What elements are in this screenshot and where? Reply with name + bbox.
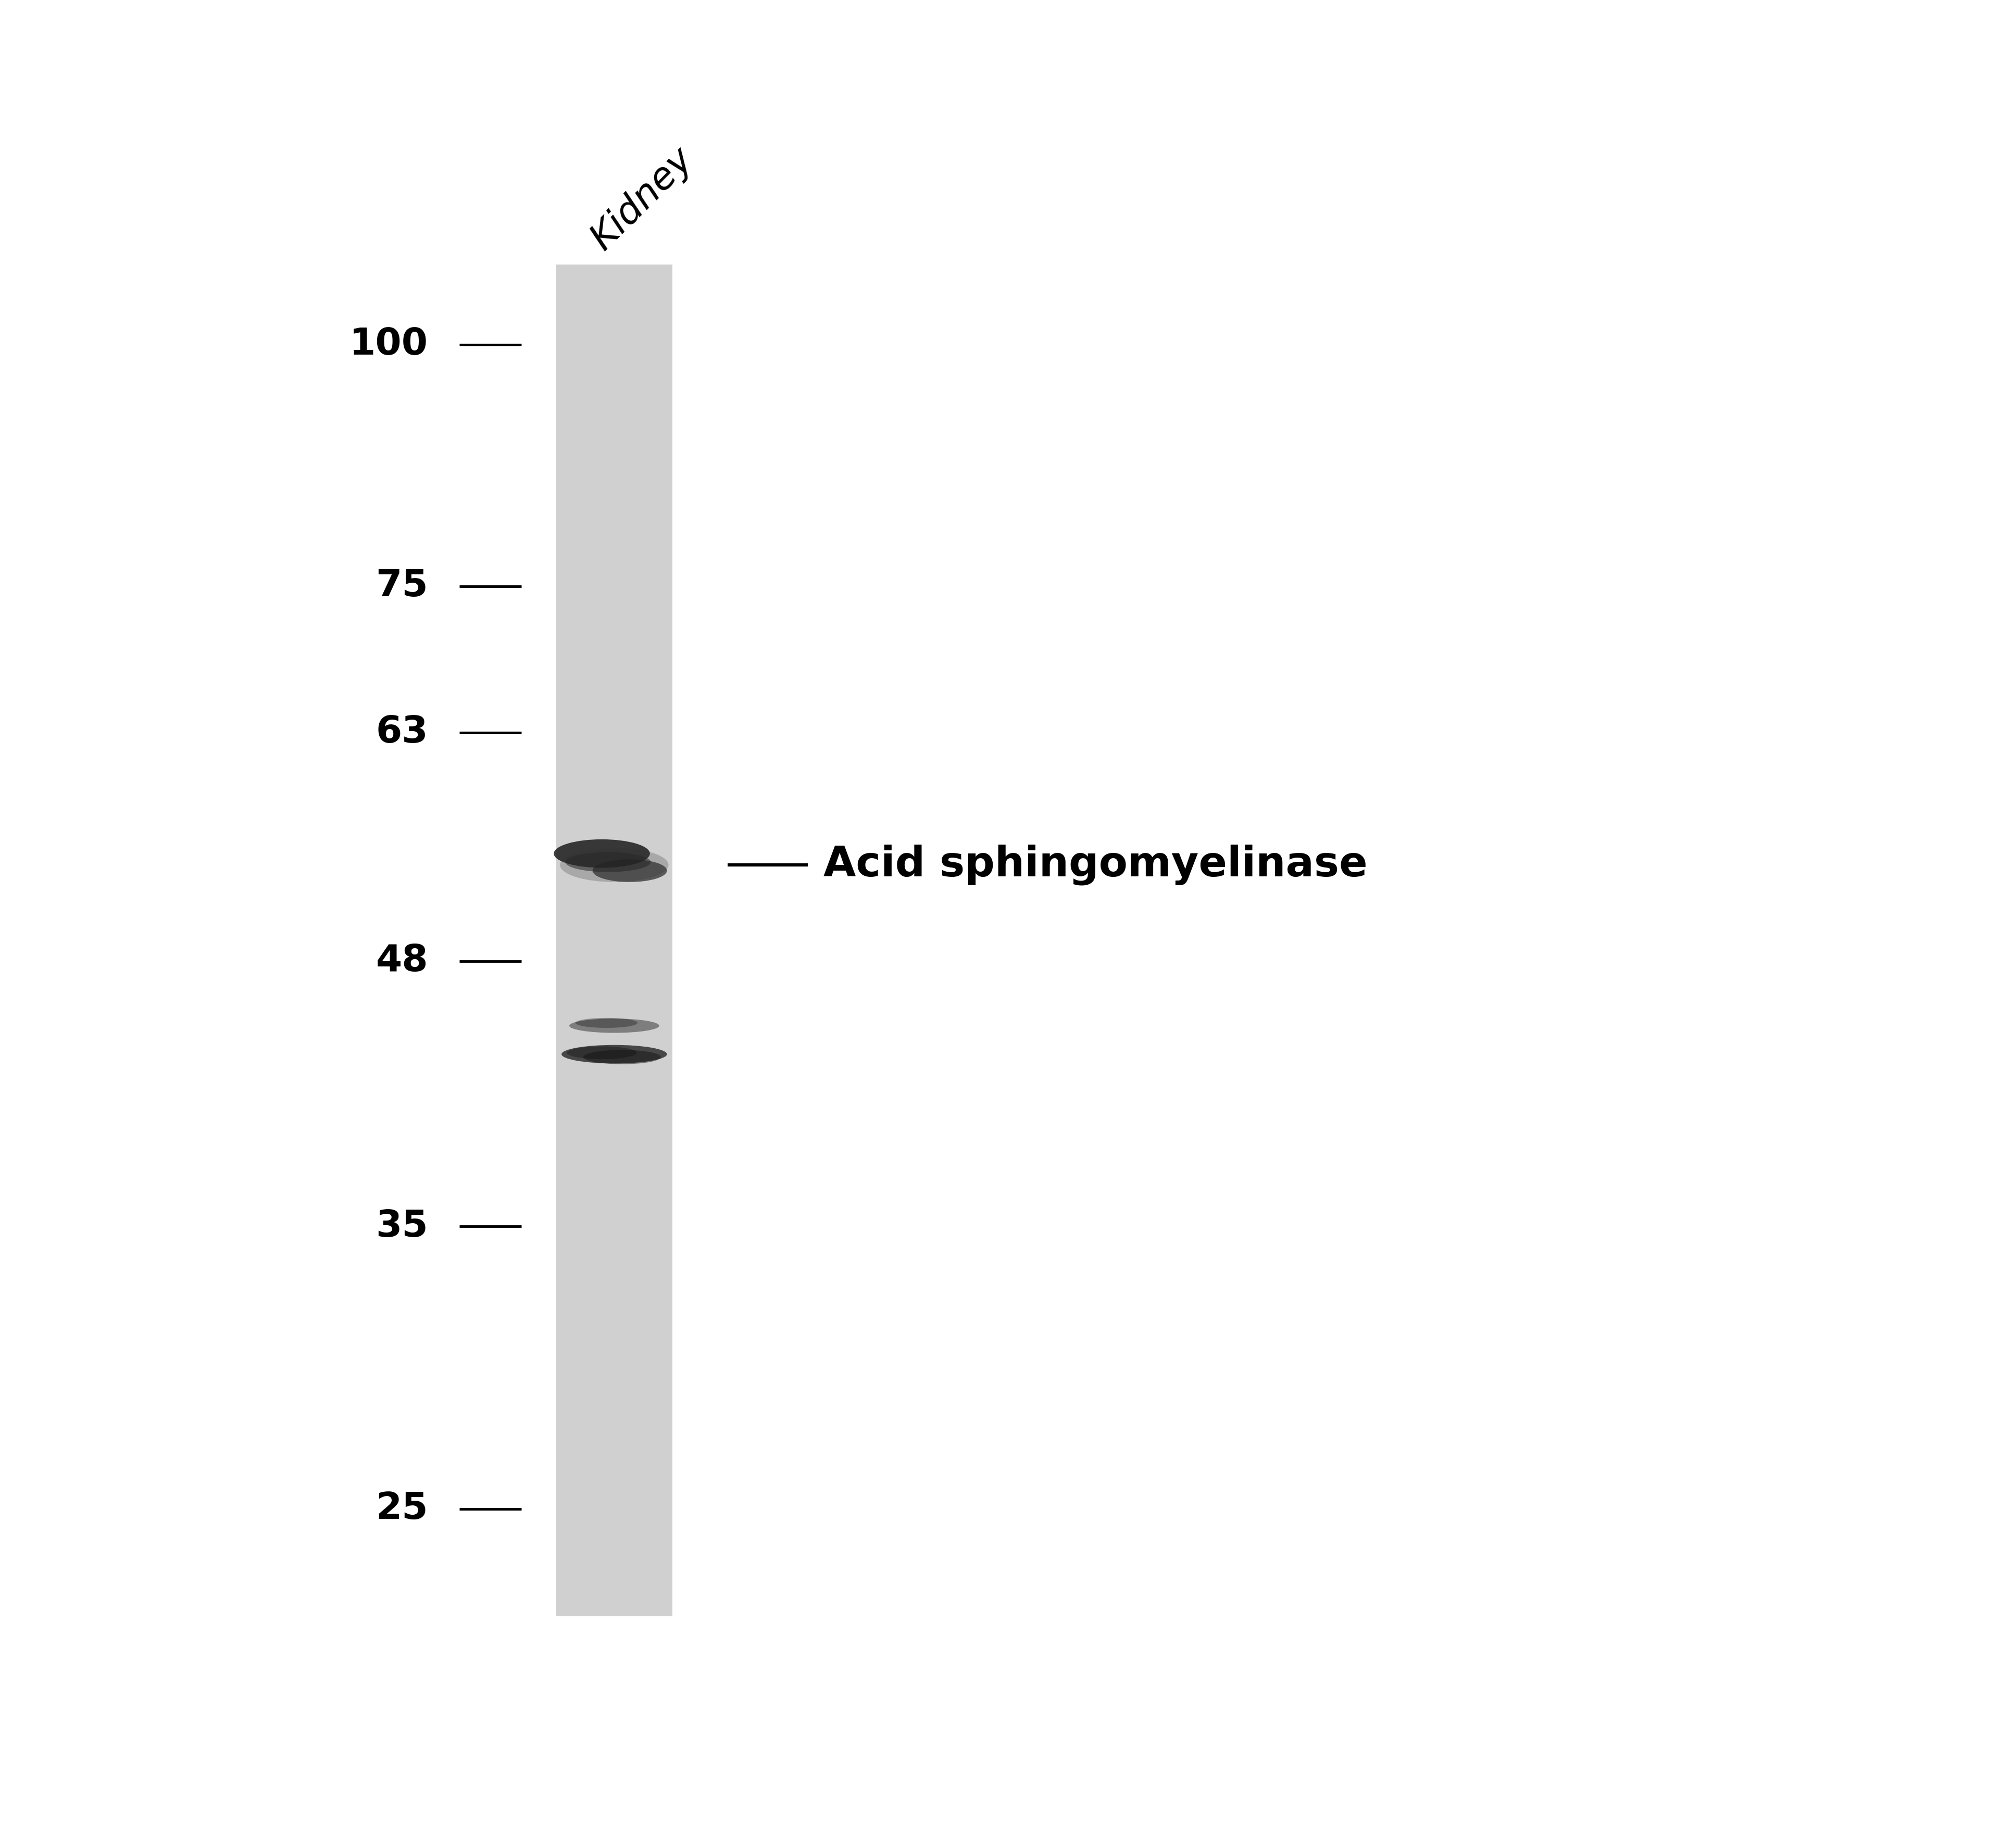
Ellipse shape [560,848,668,881]
Ellipse shape [570,1018,660,1033]
Text: 75: 75 [376,567,428,604]
Ellipse shape [566,1046,636,1059]
Ellipse shape [562,1044,666,1063]
Text: 63: 63 [376,715,428,750]
Ellipse shape [554,839,650,869]
Ellipse shape [592,859,666,881]
Text: Acid sphingomyelinase: Acid sphingomyelinase [824,845,1368,885]
Bar [556,264,672,1617]
Text: 35: 35 [376,1209,428,1244]
Ellipse shape [584,1050,660,1064]
Ellipse shape [576,1018,638,1027]
Text: 48: 48 [376,942,428,979]
Text: Kidney: Kidney [584,140,700,257]
Text: 100: 100 [350,327,428,362]
Text: 25: 25 [376,1491,428,1526]
Ellipse shape [566,852,650,872]
